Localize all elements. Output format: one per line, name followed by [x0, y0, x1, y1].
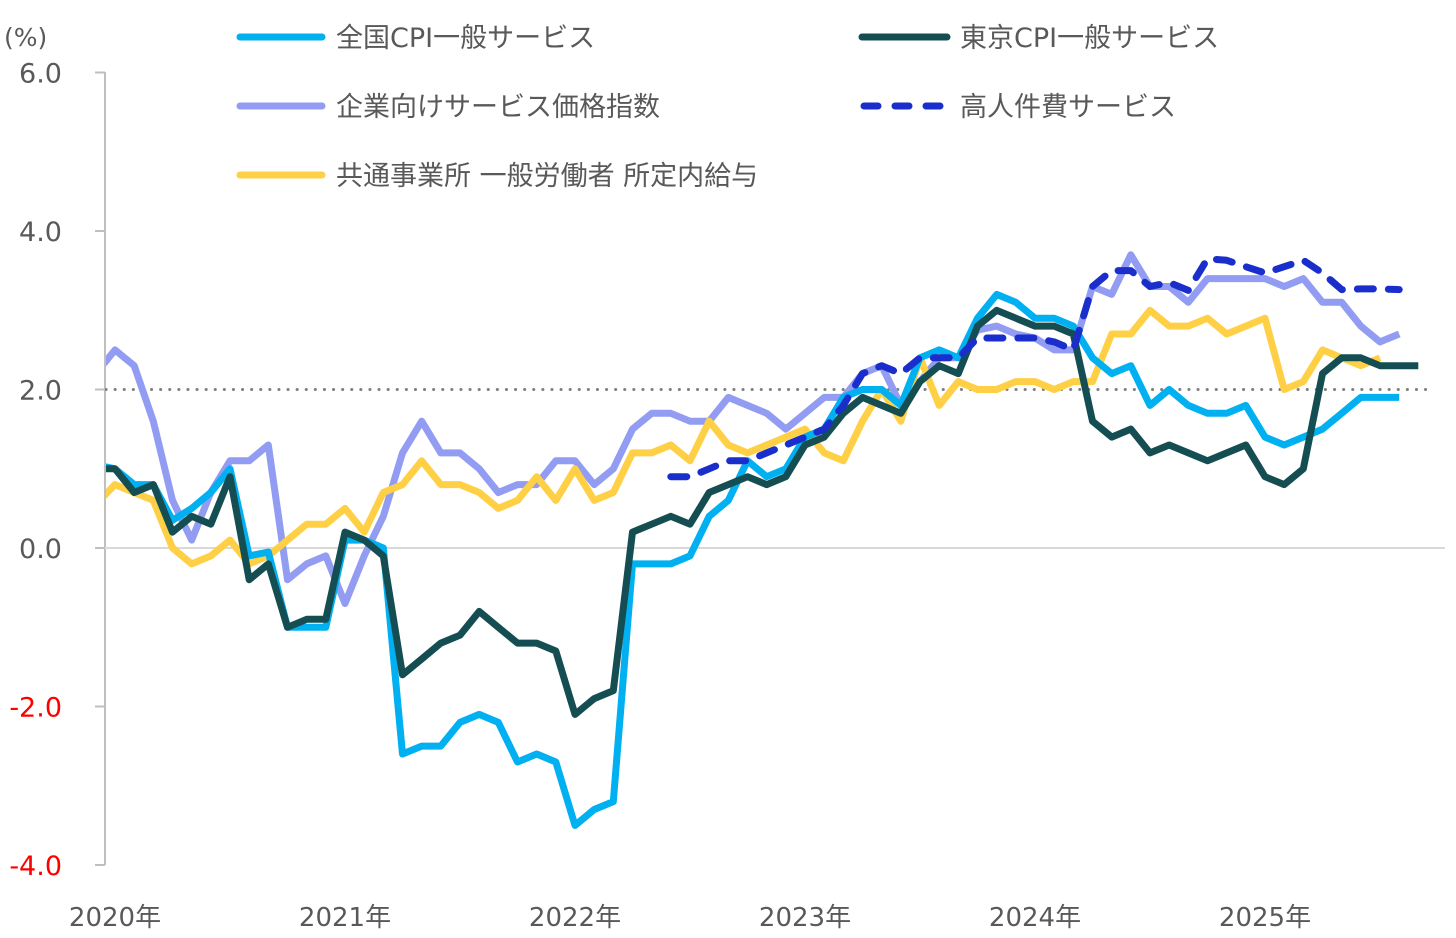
legend-item-sppi: 企業向けサービス価格指数	[236, 92, 660, 123]
legend-item-high-labor-cost-services: 高人件費サービス	[860, 92, 1176, 123]
y-tick-label: -4.0	[9, 851, 62, 882]
y-tick-label: 0.0	[19, 534, 62, 565]
legend-label: 共通事業所 一般労働者 所定内給与	[336, 161, 758, 192]
series-line-sppi	[106, 251, 1401, 607]
legend-label: 企業向けサービス価格指数	[336, 92, 660, 123]
legend-item-tokyo-cpi: 東京CPI一般サービス	[858, 23, 1219, 54]
axes: 6.0 4.0 2.0 0.0 -2.0 -4.0 2020年 2021年 2022年 2023…	[9, 59, 1445, 933]
x-tick-label: 2020年	[69, 903, 161, 933]
series-line-tokyo-cpi	[106, 306, 1419, 718]
legend-label: 高人件費サービス	[960, 92, 1176, 123]
x-tick-label: 2025年	[1219, 903, 1311, 933]
y-tick-label: -2.0	[9, 693, 62, 724]
y-tick-label: 6.0	[19, 59, 62, 90]
series-line-wages	[106, 306, 1382, 568]
legend-item-national-cpi: 全国CPI一般サービス	[236, 23, 595, 54]
legend-item-wages: 共通事業所 一般労働者 所定内給与	[236, 161, 758, 192]
legend-label: 東京CPI一般サービス	[960, 23, 1219, 54]
y-tick-label: 4.0	[19, 217, 62, 248]
x-tick-label: 2024年	[989, 903, 1081, 933]
x-tick-label: 2022年	[529, 903, 621, 933]
legend: 全国CPI一般サービス 東京CPI一般サービス 企業向けサービス価格指数 高人件…	[236, 23, 1219, 192]
legend-label: 全国CPI一般サービス	[336, 23, 595, 54]
series-line-high-labor-cost-services	[667, 255, 1403, 481]
x-tick-label: 2021年	[299, 903, 391, 933]
y-tick-label: 2.0	[19, 376, 62, 407]
x-tick-label: 2023年	[759, 903, 851, 933]
y-unit-label: (%)	[4, 23, 47, 52]
series-line-national-cpi	[106, 290, 1400, 829]
